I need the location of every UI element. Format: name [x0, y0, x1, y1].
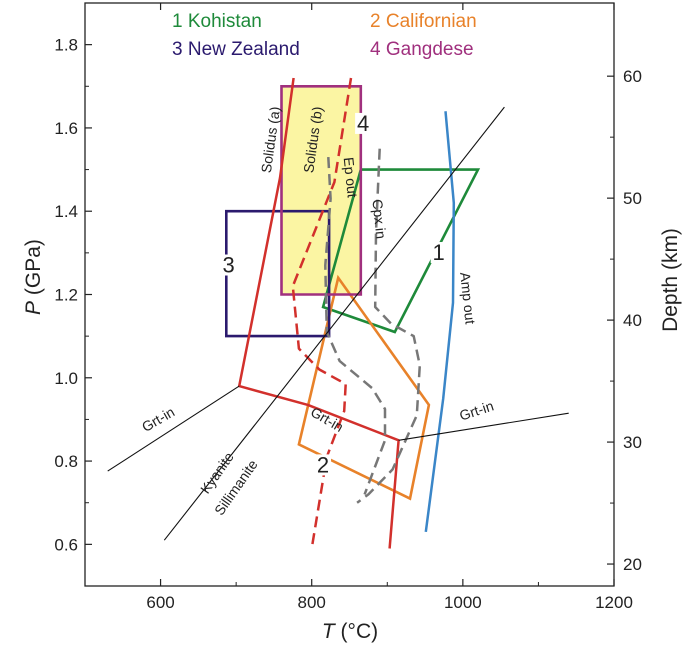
y-tick-label-1-4: 1.4 — [54, 202, 78, 221]
legend: 1 Kohistan 2 Californian 3 New Zealand 4… — [172, 11, 477, 60]
curve-grt-in-right — [398, 412, 569, 441]
curve-kyanite-sillimanite — [163, 106, 505, 541]
label-solidus-a: Solidus (a) — [258, 105, 283, 173]
x-tick-label-1200: 1200 — [595, 593, 633, 612]
curve-solidus-b — [291, 77, 353, 549]
legend-item-kohistan: 1 Kohistan — [172, 11, 262, 32]
y2-tick-label-20: 20 — [623, 555, 642, 574]
y2-tick-label-30: 30 — [623, 433, 642, 452]
legend-item-californian: 2 Californian — [370, 11, 477, 32]
field-californian-label-bg — [315, 454, 332, 476]
y2-tick-label-50: 50 — [623, 189, 642, 208]
y-axis-symbol: P — [22, 301, 45, 315]
label-grt-in: Grt-in — [457, 398, 495, 424]
field-gangdese-label-bg — [355, 112, 372, 134]
curve-solidus-a — [237, 77, 400, 549]
x-tick-label-1000: 1000 — [444, 593, 482, 612]
field-kohistan-number: 1 — [433, 240, 445, 265]
field-kohistan-label-bg — [430, 242, 447, 264]
x-tick-label-800: 800 — [298, 593, 326, 612]
y-axis-title: P (GPa) — [22, 239, 45, 315]
curve-grt-in — [107, 385, 240, 472]
field-gangdese-number: 4 — [357, 111, 369, 136]
y-tick-label-0-6: 0.6 — [54, 535, 78, 554]
y-tick-label-1-2: 1.2 — [54, 286, 78, 305]
y-axis-unit: (GPa) — [22, 239, 45, 295]
legend-item-gangdese: 4 Gangdese — [370, 39, 474, 60]
label-ep-out: Ep out — [341, 156, 361, 198]
y-tick-label-1-0: 1.0 — [54, 369, 78, 388]
label-cpx-in: Cpx in — [369, 198, 389, 239]
y2-axis-title: Depth (km) — [659, 228, 682, 332]
x-axis-symbol: T — [322, 620, 337, 643]
label-grt-in: Grt-in — [308, 404, 346, 435]
curve-ep-out — [324, 157, 387, 495]
x-tick-label-600: 600 — [146, 593, 174, 612]
y-tick-label-1-8: 1.8 — [54, 36, 78, 55]
field-kohistan-outline — [321, 168, 481, 334]
x-axis-unit: (°C) — [341, 620, 379, 643]
y2-tick-label-40: 40 — [623, 311, 642, 330]
y-tick-label-0-8: 0.8 — [54, 452, 78, 471]
field-californian-outline — [297, 274, 431, 501]
y2-tick-label-60: 60 — [623, 67, 642, 86]
field-gangdese-outline — [280, 85, 363, 296]
field-californian-number: 2 — [317, 452, 329, 477]
field-new-zealand-number: 3 — [222, 253, 234, 278]
label-amp-out: Amp out — [457, 271, 478, 325]
curve-cpx-in — [356, 148, 422, 504]
y-tick-label-1-6: 1.6 — [54, 119, 78, 138]
curve-amp-out — [424, 111, 456, 533]
legend-item-new-zealand: 3 New Zealand — [172, 39, 300, 60]
x-axis-title: T (°C) — [322, 620, 378, 643]
field-new-zealand-label-bg — [220, 254, 237, 276]
